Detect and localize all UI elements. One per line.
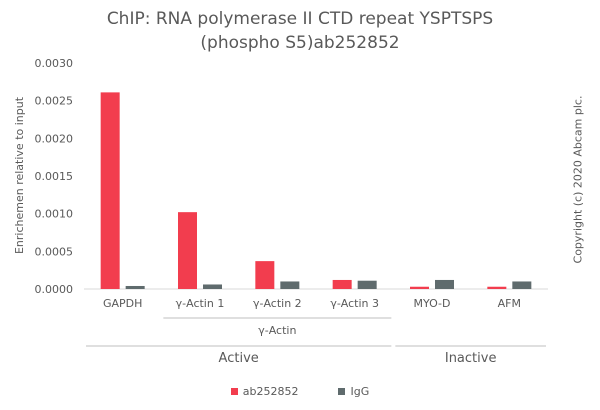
group-label-1: Active	[219, 351, 259, 366]
x-tick-label: γ-Actin 1	[176, 297, 225, 310]
y-tick-label: 0.0010	[35, 208, 74, 221]
bar-ab252852-2	[255, 261, 275, 289]
legend-swatch-igg	[338, 388, 346, 395]
group-label-2: Inactive	[445, 351, 497, 366]
y-tick-label: 0.0000	[35, 283, 74, 296]
legend-item-igg: IgG	[338, 385, 369, 398]
bar-igg-4	[435, 279, 454, 289]
legend-swatch-ab252852	[230, 388, 238, 395]
y-tick-label: 0.0030	[35, 57, 74, 70]
legend-item-ab252852: ab252852	[230, 385, 299, 398]
bar-igg-5	[512, 281, 532, 289]
copyright-label: Copyright (c) 2020 Abcam plc.	[571, 95, 585, 264]
bar-ab252852-5	[487, 286, 507, 289]
legend: ab252852 IgG	[0, 385, 600, 398]
y-tick-label: 0.0025	[35, 95, 74, 108]
bar-igg-1	[203, 284, 222, 289]
x-tick-label: GAPDH	[103, 297, 142, 310]
y-tick-label: 0.0015	[35, 170, 74, 183]
bar-ab252852-0	[100, 92, 120, 289]
bar-igg-0	[125, 285, 145, 289]
group-label-0: γ-Actin	[258, 324, 296, 337]
bar-ab252852-4	[410, 286, 429, 289]
y-axis-label: Enrichemen relative to input	[13, 96, 27, 255]
y-tick-label: 0.0020	[35, 132, 74, 145]
x-tick-label: γ-Actin 3	[330, 297, 379, 310]
legend-label-ab252852: ab252852	[242, 385, 299, 398]
bar-ab252852-3	[332, 279, 352, 289]
chart-title-line1: ChIP: RNA polymerase II CTD repeat YSPTS…	[106, 9, 494, 29]
legend-label-igg: IgG	[350, 385, 370, 398]
x-tick-label: MYO-D	[413, 297, 450, 310]
bar-igg-3	[357, 280, 377, 289]
y-tick-label: 0.0005	[35, 245, 74, 258]
bar-igg-2	[280, 281, 300, 289]
x-tick-label: AFM	[498, 297, 521, 310]
x-tick-label: γ-Actin 2	[253, 297, 302, 310]
bar-ab252852-1	[178, 212, 197, 289]
chart-title-line2: (phospho S5)ab252852	[200, 33, 400, 53]
